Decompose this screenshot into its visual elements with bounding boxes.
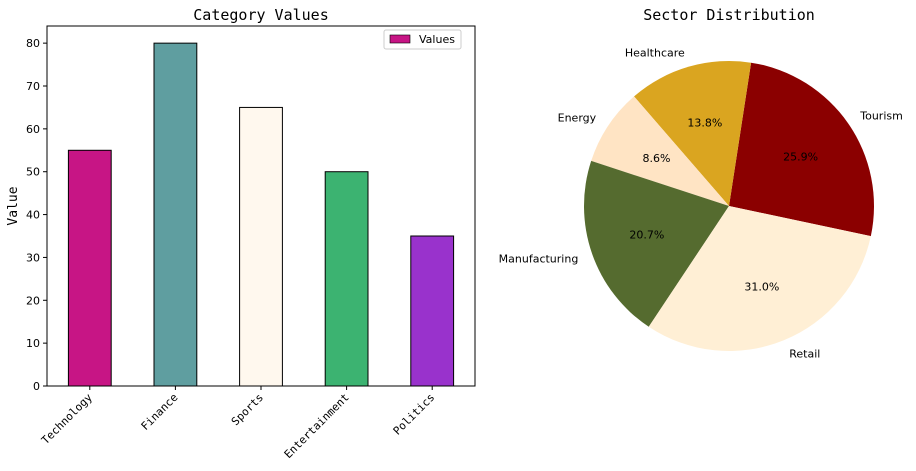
pie-chart: Sector Distribution 25.9% Tourism 13.8% Hea… [499, 6, 903, 361]
y-tick-label: 10 [26, 337, 40, 350]
pie-percent-label: 25.9% [783, 151, 818, 164]
pie-category-label: Tourism [859, 109, 903, 122]
bar-chart: Category Values Value 01020304050607080 … [6, 6, 476, 461]
y-tick-label: 40 [26, 209, 40, 222]
x-tick-label: Politics [391, 391, 438, 438]
pie-slices [584, 61, 874, 352]
pie-chart-title: Sector Distribution [643, 6, 815, 24]
pie-category-label: Healthcare [625, 47, 685, 60]
bar [410, 235, 455, 387]
y-tick-label: 50 [26, 166, 40, 179]
y-tick-label: 30 [26, 251, 40, 264]
pie-percent-label: 13.8% [687, 116, 722, 129]
pie-labels: 25.9% Tourism 13.8% Healthcare 8.6% Energy 20.… [499, 47, 903, 361]
bar [67, 149, 112, 387]
x-tick-label: Entertainment [282, 391, 352, 461]
pie-category-label: Energy [558, 112, 597, 125]
bar-series [67, 42, 455, 387]
pie-slice [591, 96, 729, 206]
x-tick-label: Sports [229, 391, 266, 428]
bar-chart-title: Category Values [193, 6, 328, 24]
bar [153, 42, 198, 387]
pie-category-label: Manufacturing [499, 252, 579, 265]
legend: Values [383, 29, 462, 50]
pie-slice [729, 62, 874, 237]
y-tick-label: 0 [33, 380, 40, 393]
y-tick-label: 70 [26, 80, 40, 93]
pie-percent-label: 31.0% [744, 281, 779, 294]
bar [239, 106, 283, 387]
x-tick-label: Technology [39, 391, 95, 447]
pie-category-label: Retail [789, 348, 820, 361]
pie-slice [584, 160, 729, 327]
pie-percent-label: 8.6% [643, 152, 671, 165]
pie-percent-label: 20.7% [629, 229, 664, 242]
plot-frame [46, 25, 476, 387]
y-tick-label: 60 [26, 123, 40, 136]
y-tick-label: 20 [26, 294, 40, 307]
y-axis: 0 10 20 30 40 50 60 70 80 [26, 37, 47, 393]
y-tick-label: 80 [26, 37, 40, 50]
pie-slice [648, 206, 871, 352]
pie-slice [634, 61, 752, 206]
y-axis-label: Value [6, 186, 21, 225]
bar [324, 171, 369, 387]
x-tick-label: Finance [139, 391, 181, 433]
x-axis: Technology Finance Sports Entertainment Poli… [39, 386, 437, 461]
legend-swatch [389, 34, 411, 44]
legend-label: Values [419, 33, 455, 46]
